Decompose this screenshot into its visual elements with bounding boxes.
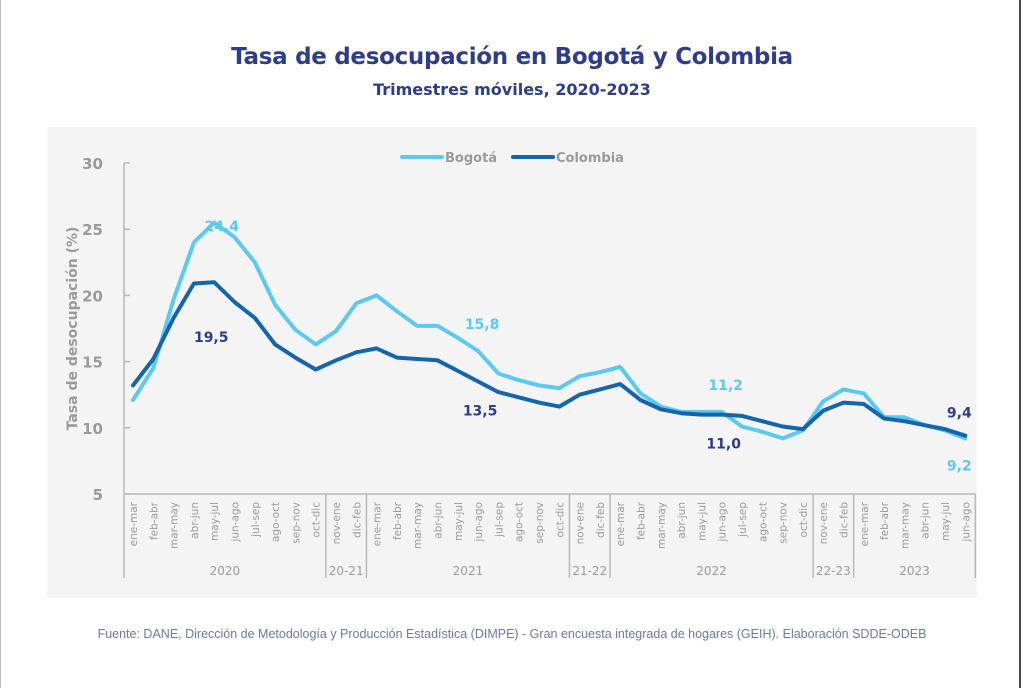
y-tick-label: 15 xyxy=(82,354,103,372)
x-tick-label: sep-nov xyxy=(534,502,546,544)
x-tick-label: ene-mar xyxy=(372,501,384,546)
x-tick-label: feb-abr xyxy=(392,501,404,540)
x-tick-label: ene-mar xyxy=(859,501,871,546)
x-tick-label: sep-nov xyxy=(290,502,302,544)
x-tick-label: abr-jun xyxy=(676,502,688,539)
x-group-label: 2022 xyxy=(696,564,727,578)
series-line-colombia xyxy=(131,280,968,438)
legend-label-colombia: Colombia xyxy=(556,151,624,166)
legend-label-bogota: Bogotá xyxy=(445,151,497,166)
x-group-label: 2021 xyxy=(453,564,484,578)
x-tick-label: feb-abr xyxy=(148,501,160,540)
data-label-colombia: 11,0 xyxy=(706,437,741,453)
x-tick-label: may-jul xyxy=(453,502,465,541)
x-tick-label: ene-mar xyxy=(128,501,140,546)
x-group-label: 2023 xyxy=(899,564,930,578)
x-tick-label: jun-ago xyxy=(960,502,972,543)
x-tick-label: jul-sep xyxy=(250,502,262,538)
y-tick-label: 30 xyxy=(82,155,103,173)
x-tick-label: nov-ene xyxy=(331,502,343,544)
data-label-bogota: 11,2 xyxy=(708,378,743,394)
chart-subtitle: Trimestres móviles, 2020-2023 xyxy=(373,80,651,99)
x-tick-label: jun-ago xyxy=(473,502,485,543)
y-axis-title: Tasa de desocupación (%) xyxy=(65,227,81,431)
x-tick-label: nov-ene xyxy=(818,502,830,544)
x-tick-label: may-jul xyxy=(209,502,221,541)
x-tick-label: abr-jun xyxy=(920,502,932,539)
y-tick-label: 25 xyxy=(82,221,103,239)
x-group-label: 22-23 xyxy=(816,564,851,578)
y-tick-label: 10 xyxy=(82,420,103,438)
x-tick-label: may-jul xyxy=(940,502,952,541)
chart-title: Tasa de desocupación en Bogotá y Colombi… xyxy=(231,44,793,70)
x-tick-label: jul-sep xyxy=(493,502,505,538)
x-tick-label: dic-feb xyxy=(839,502,851,538)
data-label-colombia: 9,4 xyxy=(947,406,972,422)
data-label-colombia: 13,5 xyxy=(463,403,498,419)
x-tick-label: feb-abr xyxy=(879,501,891,540)
chart-panel xyxy=(47,127,977,598)
data-label-bogota: 15,8 xyxy=(465,317,500,333)
x-tick-label: abr-jun xyxy=(189,502,201,539)
x-tick-label: dic-feb xyxy=(351,502,363,538)
series-line-bogota xyxy=(131,220,968,441)
x-tick-label: oct-dic xyxy=(554,502,566,538)
x-tick-label: mar-may xyxy=(169,502,181,549)
data-label-colombia: 19,5 xyxy=(194,330,229,346)
x-tick-label: mar-may xyxy=(656,502,668,549)
x-tick-label: sep-nov xyxy=(778,502,790,544)
y-tick-label: 20 xyxy=(82,287,103,305)
x-tick-label: ago-oct xyxy=(270,502,282,542)
x-tick-label: oct-dic xyxy=(798,502,810,538)
x-tick-label: mar-may xyxy=(899,502,911,549)
x-tick-label: jul-sep xyxy=(737,502,749,538)
x-tick-label: nov-ene xyxy=(575,502,587,544)
x-tick-label: mar-may xyxy=(412,502,424,549)
x-tick-label: ago-oct xyxy=(757,502,769,542)
y-tick-label: 5 xyxy=(93,486,103,504)
x-tick-label: oct-dic xyxy=(311,502,323,538)
data-label-bogota: 24,4 xyxy=(205,219,240,235)
x-tick-label: ago-oct xyxy=(514,502,526,542)
x-tick-label: feb-abr xyxy=(636,501,648,540)
x-tick-label: dic-feb xyxy=(595,502,607,538)
x-group-label: 21-22 xyxy=(572,564,607,578)
x-tick-label: jun-ago xyxy=(230,502,242,543)
x-tick-label: abr-jun xyxy=(433,502,445,539)
x-group-label: 2020 xyxy=(210,564,241,578)
data-label-bogota: 9,2 xyxy=(947,458,972,474)
source-note: Fuente: DANE, Dirección de Metodología y… xyxy=(97,627,927,641)
x-tick-label: may-jul xyxy=(696,502,708,541)
x-group-label: 20-21 xyxy=(329,564,364,578)
x-tick-label: jun-ago xyxy=(717,502,729,543)
x-tick-label: ene-mar xyxy=(615,501,627,546)
